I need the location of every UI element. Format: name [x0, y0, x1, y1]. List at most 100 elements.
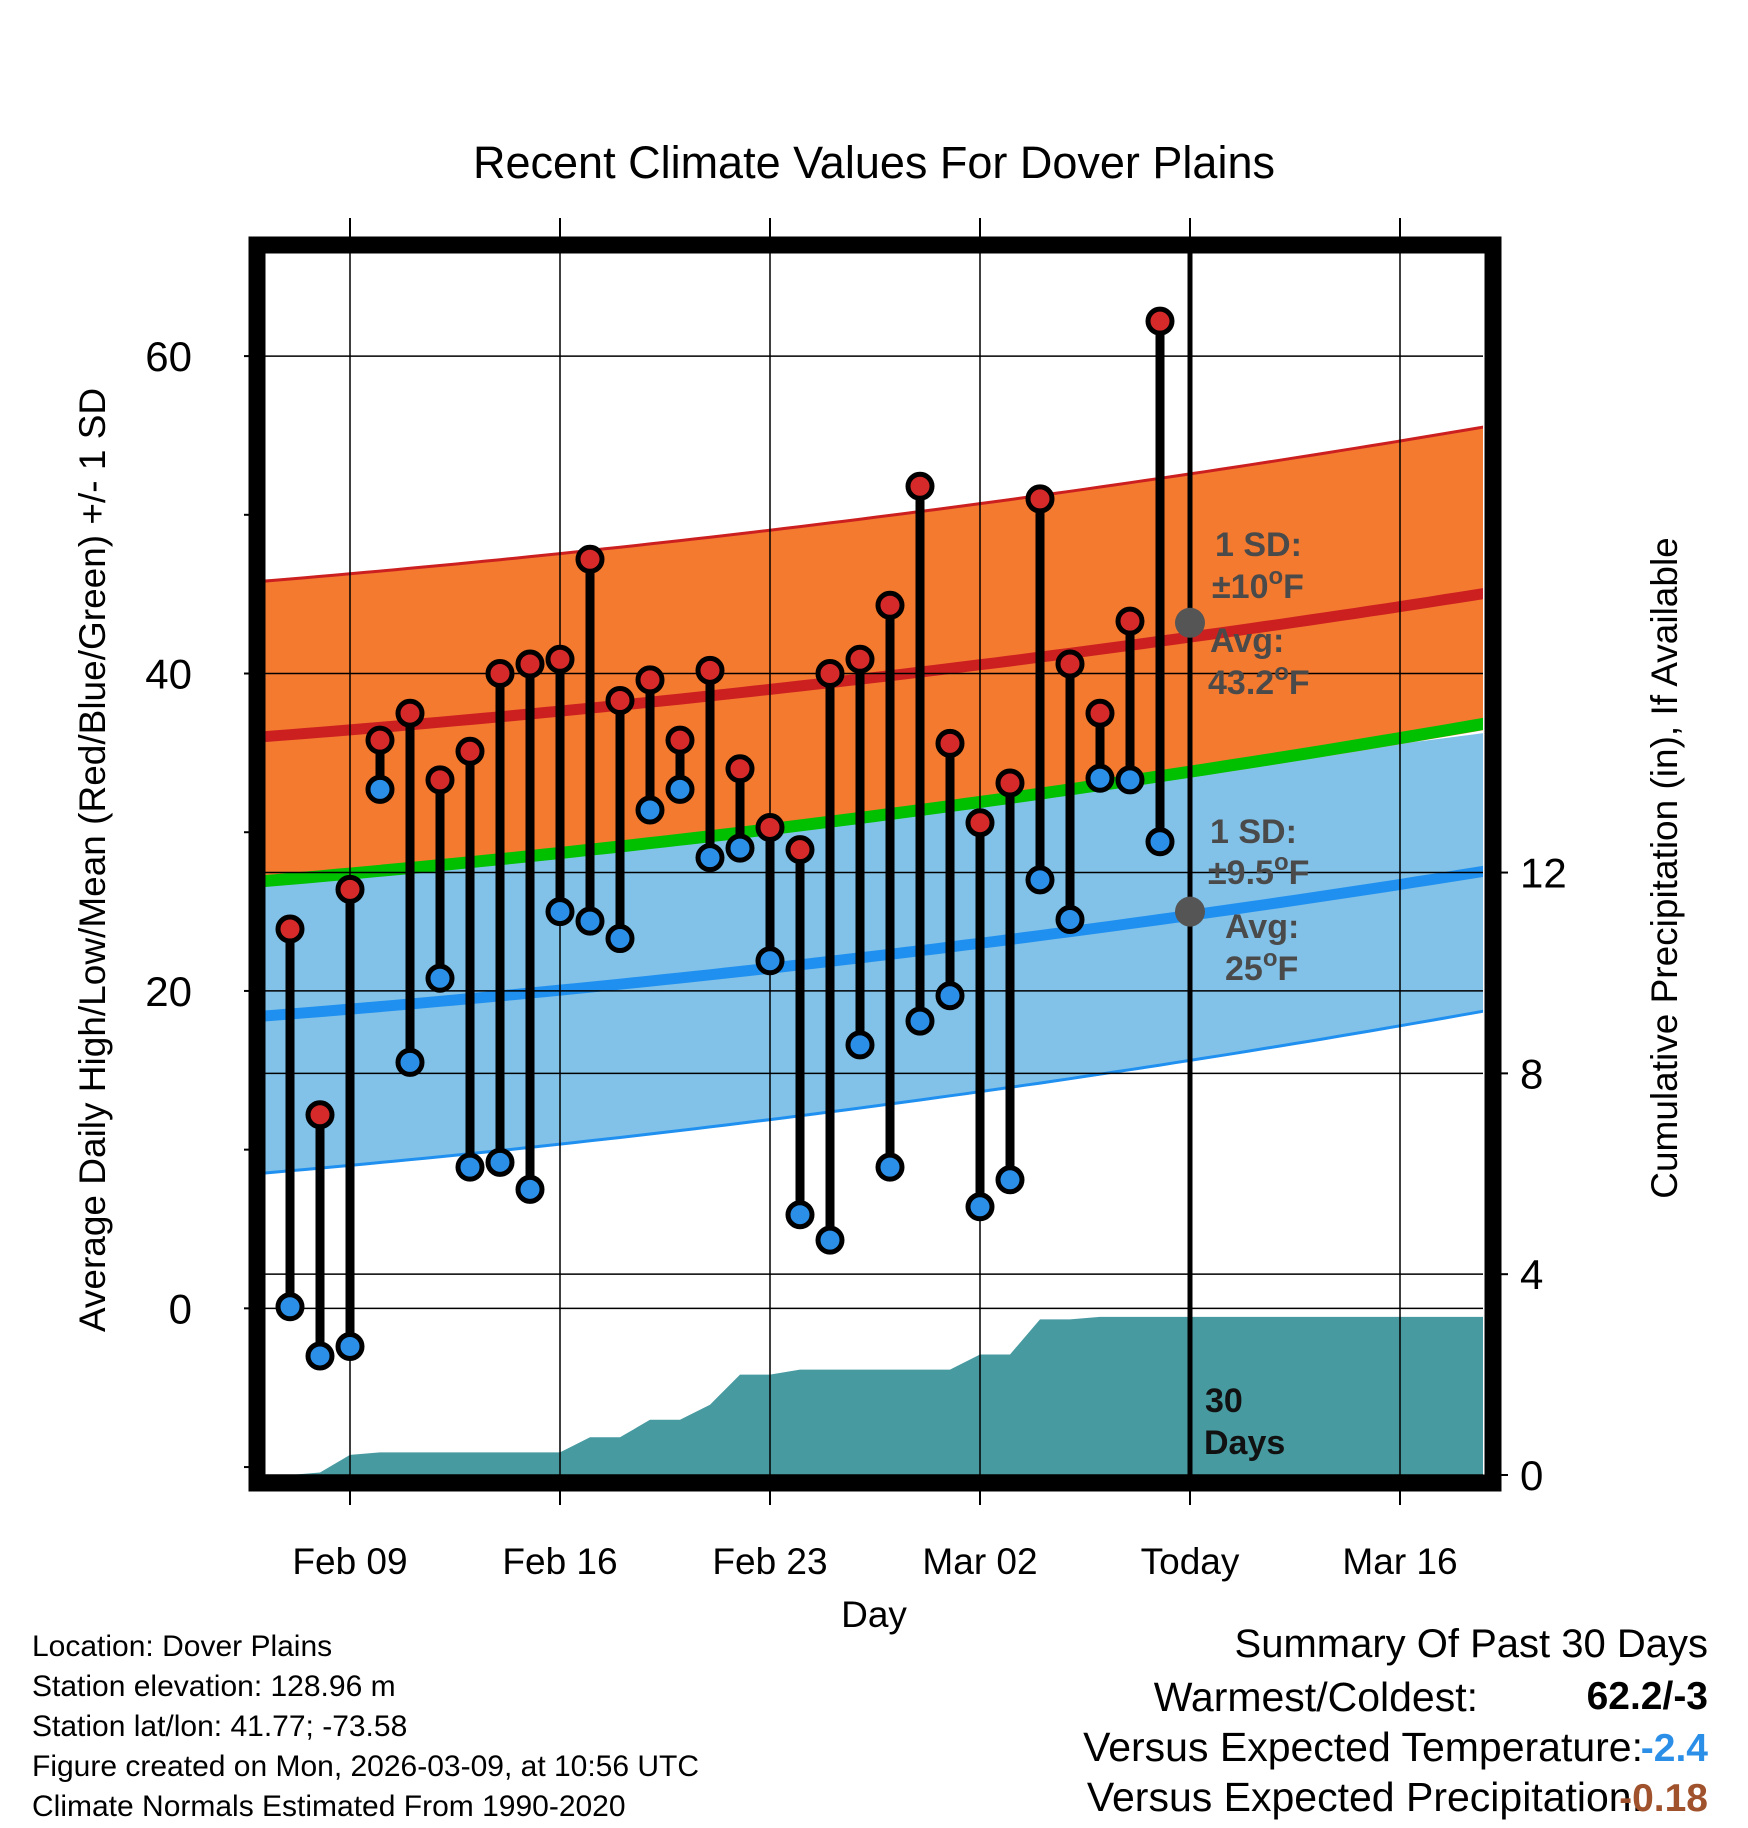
- mean-normal-line: [265, 717, 1483, 888]
- x-tick-label: Mar 16: [1342, 1541, 1457, 1582]
- station-location: Location: Dover Plains: [32, 1630, 333, 1663]
- low-point: [575, 906, 605, 936]
- low-point: [425, 963, 455, 993]
- x-tick-label: Today: [1141, 1541, 1240, 1582]
- low-point: [395, 1047, 425, 1077]
- low-point: [1145, 827, 1175, 857]
- y2-tick-label: 4: [1520, 1251, 1543, 1298]
- high-avg-label: Avg:: [1210, 622, 1284, 660]
- daily-bars: [275, 306, 1175, 1371]
- low-point: [305, 1341, 335, 1371]
- low-point: [875, 1152, 905, 1182]
- y-axis-left: 0 20 40 60: [145, 333, 257, 1469]
- low-point: [845, 1030, 875, 1060]
- high-point: [545, 644, 575, 674]
- low-avg-label: Avg:: [1225, 908, 1299, 946]
- x-axis-label: Day: [841, 1594, 907, 1635]
- high-point: [1085, 698, 1115, 728]
- low-point: [695, 843, 725, 873]
- high-point: [1145, 306, 1175, 336]
- station-elevation: Station elevation: 128.96 m: [32, 1670, 396, 1703]
- summary-title: Summary Of Past 30 Days: [1234, 1622, 1708, 1666]
- low-point: [815, 1225, 845, 1255]
- today-high-avg-marker: [1175, 607, 1205, 638]
- high-point: [905, 471, 935, 501]
- x-axis: Feb 09 Feb 16 Feb 23 Mar 02 Today Mar 16: [292, 218, 1458, 1582]
- high-point: [695, 655, 725, 685]
- high-point: [605, 685, 635, 715]
- today-low-avg-marker: [1175, 896, 1205, 927]
- plot-area: [265, 245, 1483, 1475]
- y2-tick-label: 8: [1520, 1050, 1543, 1097]
- low-point: [605, 924, 635, 954]
- temp-vs-expected-value: -2.4: [1640, 1727, 1708, 1770]
- high-point: [335, 874, 365, 904]
- low-point: [995, 1165, 1025, 1195]
- high-point: [725, 754, 755, 784]
- high-point: [305, 1100, 335, 1130]
- station-latlon: Station lat/lon: 41.77; -73.58: [32, 1710, 408, 1743]
- temp-vs-expected-label: Versus Expected Temperature:: [1083, 1724, 1643, 1770]
- high-point: [965, 808, 995, 838]
- warmest-coldest-label: Warmest/Coldest:: [1153, 1674, 1478, 1720]
- high-band-top-edge: [265, 425, 1483, 583]
- low-point: [545, 897, 575, 927]
- low-point: [635, 795, 665, 825]
- low-point: [785, 1200, 815, 1230]
- low-point: [755, 946, 785, 976]
- high-point: [1025, 484, 1055, 514]
- x-tick-label: Feb 23: [712, 1541, 827, 1582]
- low-point: [905, 1006, 935, 1036]
- high-point: [785, 835, 815, 865]
- high-point: [425, 765, 455, 795]
- precip-vs-expected-label: Versus Expected Precipitation:: [1086, 1774, 1643, 1820]
- low-point: [1115, 765, 1145, 795]
- low-point: [365, 774, 395, 804]
- low-point: [485, 1147, 515, 1177]
- climate-normals-note: Climate Normals Estimated From 1990-2020: [32, 1790, 626, 1823]
- high-point: [995, 768, 1025, 798]
- low-point: [275, 1292, 305, 1322]
- high-point: [575, 544, 605, 574]
- low-point: [965, 1192, 995, 1222]
- high-point: [755, 812, 785, 842]
- low-point: [1025, 865, 1055, 895]
- high-avg-value: 43.2oF: [1208, 659, 1310, 702]
- low-point: [515, 1174, 545, 1204]
- y2-tick-label: 0: [1520, 1452, 1543, 1499]
- high-point: [635, 665, 665, 695]
- low-point: [1085, 763, 1115, 793]
- chart-title: Recent Climate Values For Dover Plains: [473, 137, 1275, 188]
- high-point: [365, 725, 395, 755]
- figure-created: Figure created on Mon, 2026-03-09, at 10…: [32, 1750, 700, 1783]
- high-point: [845, 644, 875, 674]
- annotations: 1 SD: ±10oF Avg: 43.2oF 1 SD: ±9.5oF Avg…: [1204, 526, 1310, 1462]
- high-point: [515, 649, 545, 679]
- low-sd-label: 1 SD:: [1210, 813, 1297, 851]
- high-point: [1115, 606, 1145, 636]
- low-avg-value: 25oF: [1225, 945, 1298, 988]
- y-tick-label: 60: [145, 333, 192, 380]
- high-point: [875, 590, 905, 620]
- high-point: [485, 659, 515, 689]
- high-sd-value: ±10oF: [1212, 563, 1304, 606]
- warmest-coldest-value: 62.2/-3: [1586, 1675, 1708, 1718]
- x-tick-label: Feb 09: [292, 1541, 407, 1582]
- normal-low-line: [265, 865, 1483, 1022]
- high-point: [665, 725, 695, 755]
- low-point: [335, 1331, 365, 1361]
- x-tick-label: Mar 02: [922, 1541, 1037, 1582]
- y-axis-label: Average Daily High/Low/Mean (Red/Blue/Gr…: [72, 388, 113, 1332]
- y2-axis-label: Cumulative Precipitation (in), If Availa…: [1644, 537, 1685, 1199]
- y2-tick-label: 12: [1520, 850, 1567, 897]
- high-point: [935, 728, 965, 758]
- y-tick-label: 0: [169, 1285, 192, 1332]
- x-tick-label: Feb 16: [502, 1541, 617, 1582]
- window-days-label: Days: [1204, 1424, 1285, 1462]
- low-point: [725, 833, 755, 863]
- y-tick-label: 20: [145, 968, 192, 1015]
- y-axis-right: 0 4 8 12: [1493, 850, 1567, 1499]
- normal-high-line: [265, 588, 1483, 743]
- high-point: [395, 698, 425, 728]
